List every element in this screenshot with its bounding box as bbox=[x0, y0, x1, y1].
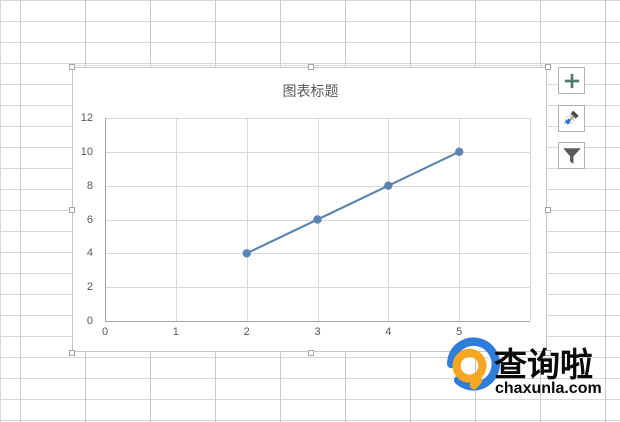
svg-text:chaxunla.com: chaxunla.com bbox=[495, 380, 602, 397]
svg-text:查询啦: 查询啦 bbox=[494, 346, 593, 383]
